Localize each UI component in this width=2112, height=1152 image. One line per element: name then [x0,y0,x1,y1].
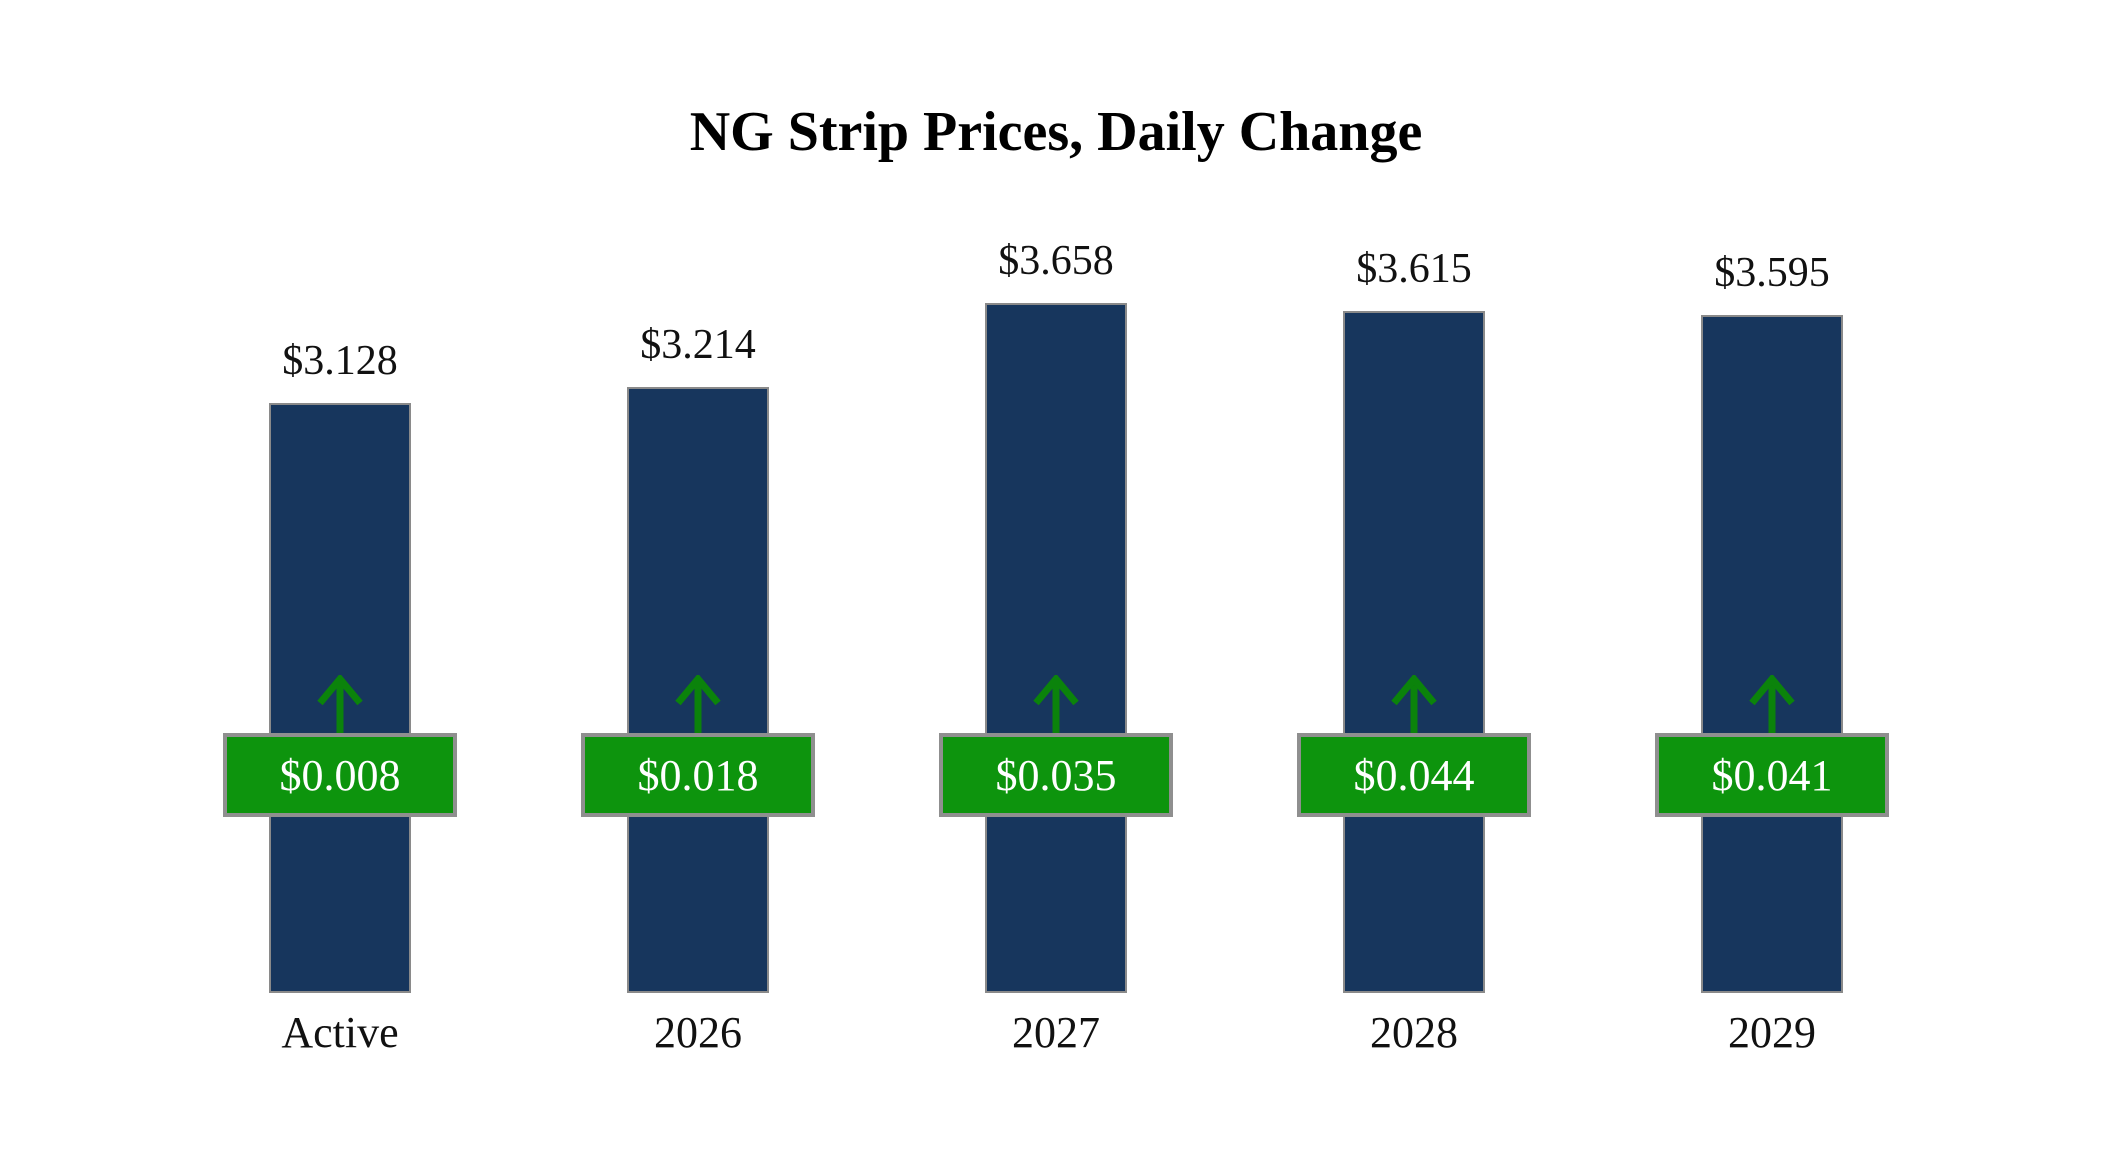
category-label-2028: 2028 [1370,1008,1458,1057]
bar-2027 [985,303,1127,993]
daily-change-badge: $0.044 [1297,733,1531,817]
bar-2029 [1701,315,1843,993]
up-arrow-icon [317,675,363,735]
value-label: $3.615 [1356,246,1472,292]
daily-change-badge: $0.018 [581,733,815,817]
daily-change-badge: $0.008 [223,733,457,817]
value-label: $3.128 [282,338,398,384]
daily-change-badge: $0.035 [939,733,1173,817]
chart-title: NG Strip Prices, Daily Change [689,101,1423,163]
up-arrow-icon [675,675,721,735]
up-arrow-icon [1391,675,1437,735]
category-label-2029: 2029 [1728,1008,1816,1057]
up-arrow-icon [1033,675,1079,735]
daily-change-badge: $0.041 [1655,733,1889,817]
up-arrow-icon [1749,675,1795,735]
value-label: $3.595 [1714,250,1830,296]
bar-2028 [1343,311,1485,993]
category-label-2026: 2026 [654,1008,742,1057]
category-label-active: Active [281,1008,399,1057]
value-label: $3.214 [640,322,756,368]
category-label-2027: 2027 [1012,1008,1100,1057]
value-label: $3.658 [998,238,1114,284]
